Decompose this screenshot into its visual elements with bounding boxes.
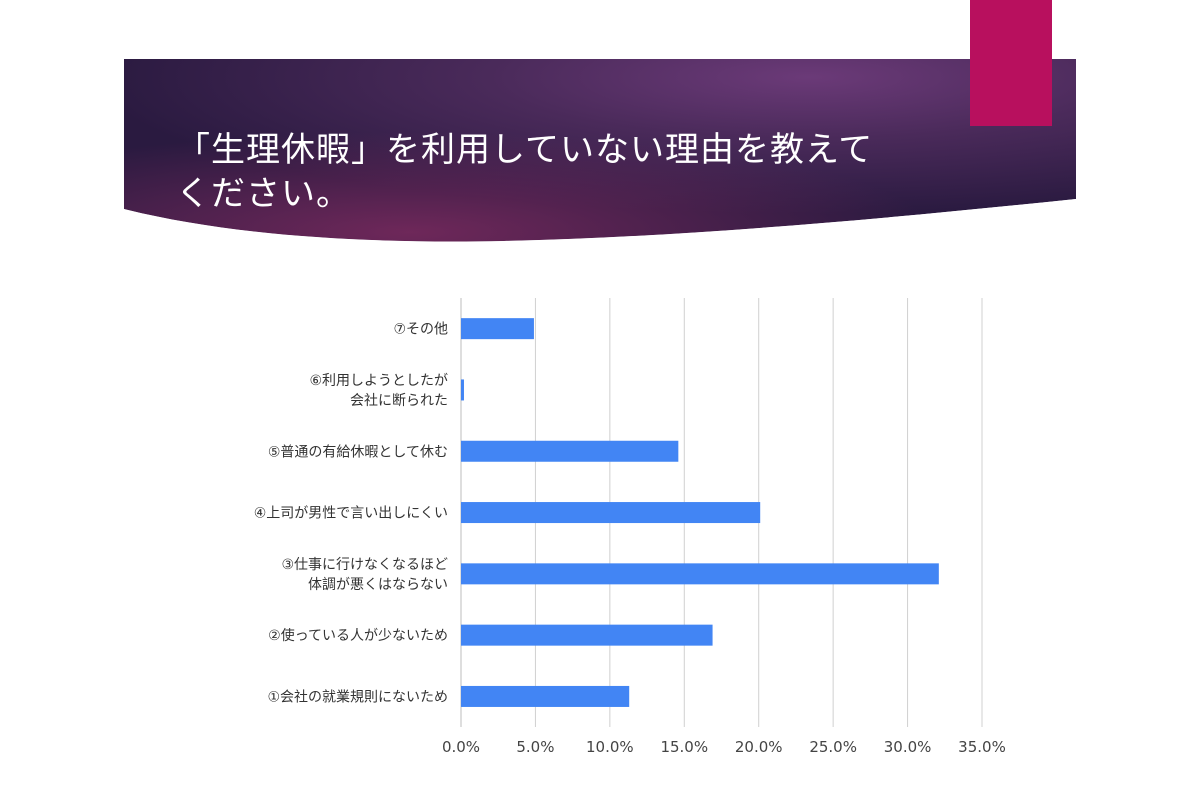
x-tick-label: 5.0% <box>516 738 554 756</box>
banner-background <box>124 59 1076 249</box>
x-tick-label: 0.0% <box>442 738 480 756</box>
bar <box>461 624 713 646</box>
x-tick-label: 10.0% <box>586 738 634 756</box>
x-tick-label: 25.0% <box>809 738 857 756</box>
category-label: ④上司が男性で言い出しにくい <box>254 506 448 522</box>
category-label: 体調が悪くはならない <box>308 577 448 593</box>
x-tick-label: 35.0% <box>958 738 1006 756</box>
bar <box>461 563 939 585</box>
category-label: ⑦その他 <box>393 322 448 338</box>
bar <box>461 440 679 462</box>
x-tick-label: 30.0% <box>884 738 932 756</box>
bar <box>461 379 464 401</box>
category-label: ⑤普通の有給休暇として休む <box>268 444 448 460</box>
category-label: ①会社の就業規則にないため <box>267 689 448 705</box>
bar <box>461 685 630 707</box>
x-tick-label: 20.0% <box>735 738 783 756</box>
slide-title: 「生理休暇」を利用していない理由を教えてください。 <box>176 130 874 214</box>
bar <box>461 318 534 340</box>
bar <box>461 502 761 524</box>
category-label: ③仕事に行けなくなるほど <box>281 557 448 573</box>
x-tick-label: 15.0% <box>660 738 708 756</box>
category-label: ⑥利用しようとしたが <box>309 373 448 389</box>
category-label: 会社に断られた <box>350 393 448 409</box>
accent-block <box>970 0 1052 126</box>
category-label: ②使っている人が少ないため <box>268 627 448 644</box>
title-banner <box>124 59 1076 249</box>
